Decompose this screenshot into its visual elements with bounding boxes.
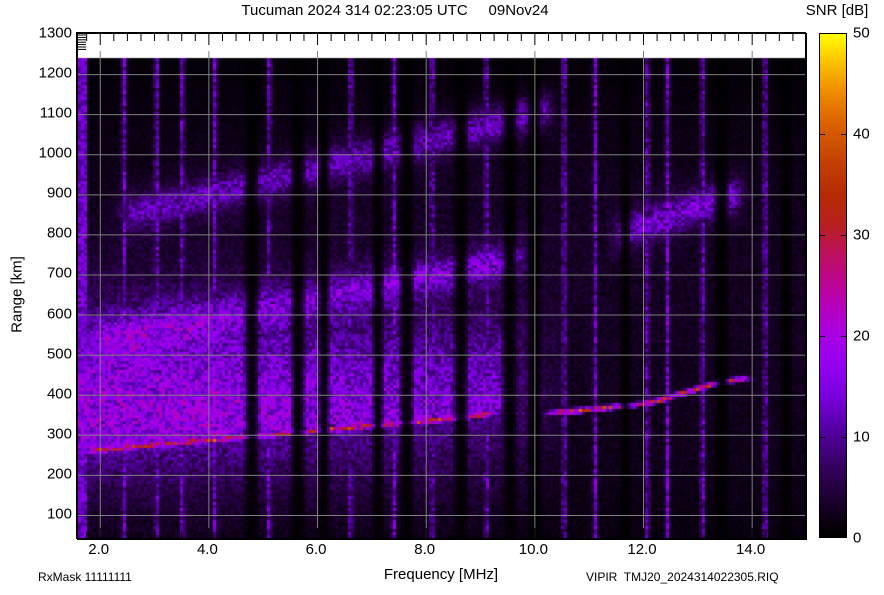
- y-axis-tick-labels: 100 200 300 400 500 600 700 800 900 1000 1100 1200 1…: [0, 0, 72, 595]
- x-tick-label: 4.0: [196, 541, 218, 558]
- plot-top-blank-band: [78, 34, 806, 51]
- colorbar-tick-label: 10: [853, 428, 870, 446]
- x-tick-label: 12.0: [627, 541, 657, 558]
- x-tick-label: 2.0: [88, 541, 110, 558]
- y-tick-label: 100: [46, 505, 72, 523]
- y-tick-label: 1200: [38, 64, 72, 82]
- file-info-label: VIPIR TMJ20_2024314022305.RIQ: [586, 570, 779, 584]
- y-tick-label: 900: [46, 184, 72, 202]
- y-tick-label: 400: [46, 385, 72, 403]
- y-tick-label: 1000: [38, 144, 72, 162]
- figure-title: Tucuman 2024 314 02:23:05 UTC 09Nov24: [241, 2, 549, 19]
- colorbar-gradient: [819, 33, 847, 538]
- rxmask-label: RxMask 11111111: [38, 570, 132, 584]
- x-tick-label: 6.0: [305, 541, 327, 558]
- y-tick-label: 800: [46, 224, 72, 242]
- colorbar-tick-label: 0: [853, 529, 862, 547]
- colorbar-tick-label: 20: [853, 327, 870, 345]
- y-tick-label: 500: [46, 345, 72, 363]
- x-axis-title: Frequency [MHz]: [383, 566, 499, 583]
- x-tick-label: 8.0: [414, 541, 436, 558]
- x-tick-label: 10.0: [518, 541, 548, 558]
- y-tick-label: 600: [46, 305, 72, 323]
- y-tick-label: 1100: [39, 104, 72, 122]
- colorbar-tick-label: 50: [853, 24, 870, 42]
- colorbar-tick-label: 40: [853, 125, 870, 143]
- x-tick-label: 14.0: [736, 541, 766, 558]
- ionogram-heatmap-canvas: [78, 34, 806, 539]
- y-tick-label: 200: [46, 465, 72, 483]
- colorbar-tick-label: 30: [853, 226, 870, 244]
- colorbar-tick-labels: 0 10 20 30 40 50: [853, 0, 884, 595]
- colorbar-title: SNR [dB]: [805, 2, 869, 19]
- y-tick-label: 700: [46, 264, 72, 282]
- y-tick-label: 300: [46, 425, 72, 443]
- y-tick-label: 1300: [38, 24, 72, 42]
